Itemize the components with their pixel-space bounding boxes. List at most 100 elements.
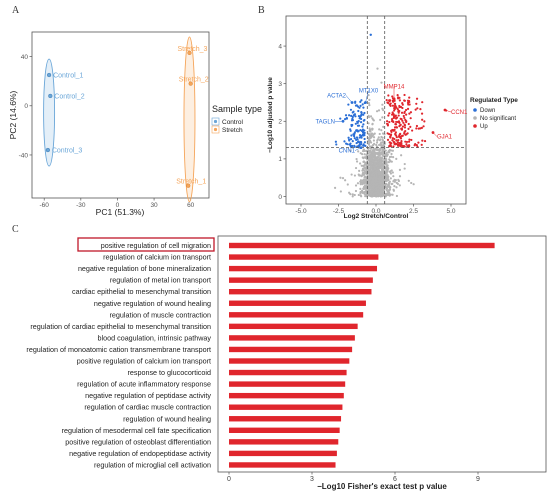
volcano-point (409, 125, 412, 128)
volcano-point (346, 183, 349, 186)
volcano-point (363, 156, 366, 159)
volcano-point (398, 124, 402, 127)
volcano-point (401, 125, 405, 128)
volcano-point (389, 193, 392, 196)
volcano-point (372, 153, 375, 157)
volcano-point (357, 114, 361, 118)
gene-label: MMP14 (384, 85, 405, 91)
volcano-point (393, 102, 396, 105)
volcano-point (385, 98, 388, 102)
volcano-point (380, 157, 383, 160)
volcano-point (415, 97, 419, 100)
volcano-point (378, 150, 381, 154)
volcano-point (345, 117, 348, 120)
volcano-point (360, 164, 363, 167)
volcano-point (380, 178, 384, 182)
volcano-point (347, 103, 350, 106)
volcano-legend-dot-up (473, 124, 477, 128)
volcano-point (392, 145, 395, 148)
volcano-point (393, 109, 396, 112)
volcano-point (379, 118, 382, 121)
volcano-point (371, 134, 374, 138)
gene-point (443, 108, 447, 112)
volcano-point (369, 162, 372, 165)
volcano-point (394, 123, 398, 126)
volcano-point (370, 186, 373, 189)
volcano-point (350, 173, 353, 176)
panel-letter-a: A (12, 5, 20, 16)
gene-label: CCN1 (451, 110, 468, 116)
volcano-point (367, 191, 370, 194)
volcano-point (415, 144, 418, 147)
volcano-point (403, 167, 406, 170)
go-term-label: positive regulation of calcium ion trans… (77, 357, 211, 366)
volcano-point (400, 142, 403, 145)
volcano-point (363, 111, 366, 115)
volcano-point (385, 179, 388, 183)
volcano-point (400, 154, 403, 157)
volcano-point (379, 195, 382, 198)
volcano-point (388, 100, 391, 103)
volcano-point (395, 120, 398, 124)
volcano-point (372, 194, 375, 197)
volcano-point (368, 98, 371, 101)
volcano-point (403, 132, 406, 135)
volcano-point (385, 187, 388, 190)
volcano-point (360, 195, 363, 198)
pca-x-axis-label: PC1 (51.3%) (96, 207, 145, 217)
pca-y-tick-label: 0 (24, 103, 28, 110)
volcano-point (403, 162, 406, 166)
volcano-point (410, 138, 413, 142)
volcano-point (376, 156, 379, 159)
go-term-label: negative regulation of endopeptidase act… (69, 449, 211, 458)
volcano-x-tick-label: 2.5 (409, 208, 418, 215)
volcano-point (334, 140, 337, 143)
volcano-point (392, 116, 396, 119)
volcano-point (374, 164, 377, 168)
volcano-point (403, 116, 406, 120)
go-x-tick-label: 3 (310, 476, 314, 483)
volcano-point (362, 143, 365, 146)
volcano-point (370, 167, 373, 170)
volcano-point (351, 195, 354, 198)
volcano-point (398, 184, 401, 187)
volcano-point (379, 166, 382, 169)
go-term-label: regulation of muscle contraction (110, 310, 211, 319)
volcano-point (374, 163, 377, 166)
volcano-point (353, 144, 356, 147)
volcano-point (333, 186, 337, 189)
volcano-point (378, 128, 381, 131)
volcano-point (386, 101, 389, 104)
volcano-point (362, 113, 365, 116)
volcano-point (397, 110, 400, 113)
volcano-point (400, 111, 404, 114)
volcano-point (367, 143, 370, 146)
volcano-point (395, 157, 398, 160)
volcano-point (408, 112, 411, 115)
volcano-y-tick-label: 2 (278, 119, 282, 126)
volcano-point (354, 166, 358, 170)
volcano-point (396, 108, 399, 111)
go-term-label: regulation of mesodermal cell fate speci… (62, 426, 211, 435)
volcano-point (387, 94, 390, 97)
volcano-y-axis-label: −Log10 adjusted p value (267, 77, 274, 153)
volcano-point (411, 129, 414, 132)
volcano-point (361, 169, 364, 172)
volcano-point (350, 114, 353, 118)
volcano-point (367, 137, 370, 140)
volcano-point (359, 183, 362, 186)
volcano-point (362, 148, 366, 151)
volcano-point (364, 144, 367, 147)
volcano-point (370, 151, 373, 154)
volcano-y-tick-label: 4 (278, 43, 282, 50)
volcano-point (351, 118, 354, 122)
gene-label: ACTA2 (327, 93, 347, 99)
volcano-point (369, 176, 372, 180)
volcano-point (379, 148, 382, 152)
volcano-point (376, 192, 379, 196)
go-bar (229, 312, 364, 318)
volcano-point (367, 183, 370, 187)
go-term-label: regulation of microglial cell activation (94, 460, 211, 469)
volcano-point (410, 181, 413, 185)
